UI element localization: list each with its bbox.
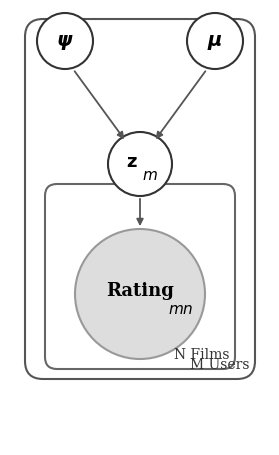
Text: Rating: Rating xyxy=(106,281,174,299)
Text: $\mathbf{z}$: $\mathbf{z}$ xyxy=(126,153,138,171)
Text: M Users: M Users xyxy=(191,357,250,371)
Text: $\boldsymbol{\psi}$: $\boldsymbol{\psi}$ xyxy=(56,32,74,51)
Circle shape xyxy=(37,14,93,70)
Text: N Films: N Films xyxy=(174,347,230,361)
Circle shape xyxy=(75,229,205,359)
FancyBboxPatch shape xyxy=(45,185,235,369)
Text: $\boldsymbol{\mu}$: $\boldsymbol{\mu}$ xyxy=(207,32,223,51)
FancyBboxPatch shape xyxy=(25,20,255,379)
Text: $mn$: $mn$ xyxy=(168,302,193,316)
Text: $m$: $m$ xyxy=(142,169,158,182)
Circle shape xyxy=(187,14,243,70)
Circle shape xyxy=(108,133,172,197)
